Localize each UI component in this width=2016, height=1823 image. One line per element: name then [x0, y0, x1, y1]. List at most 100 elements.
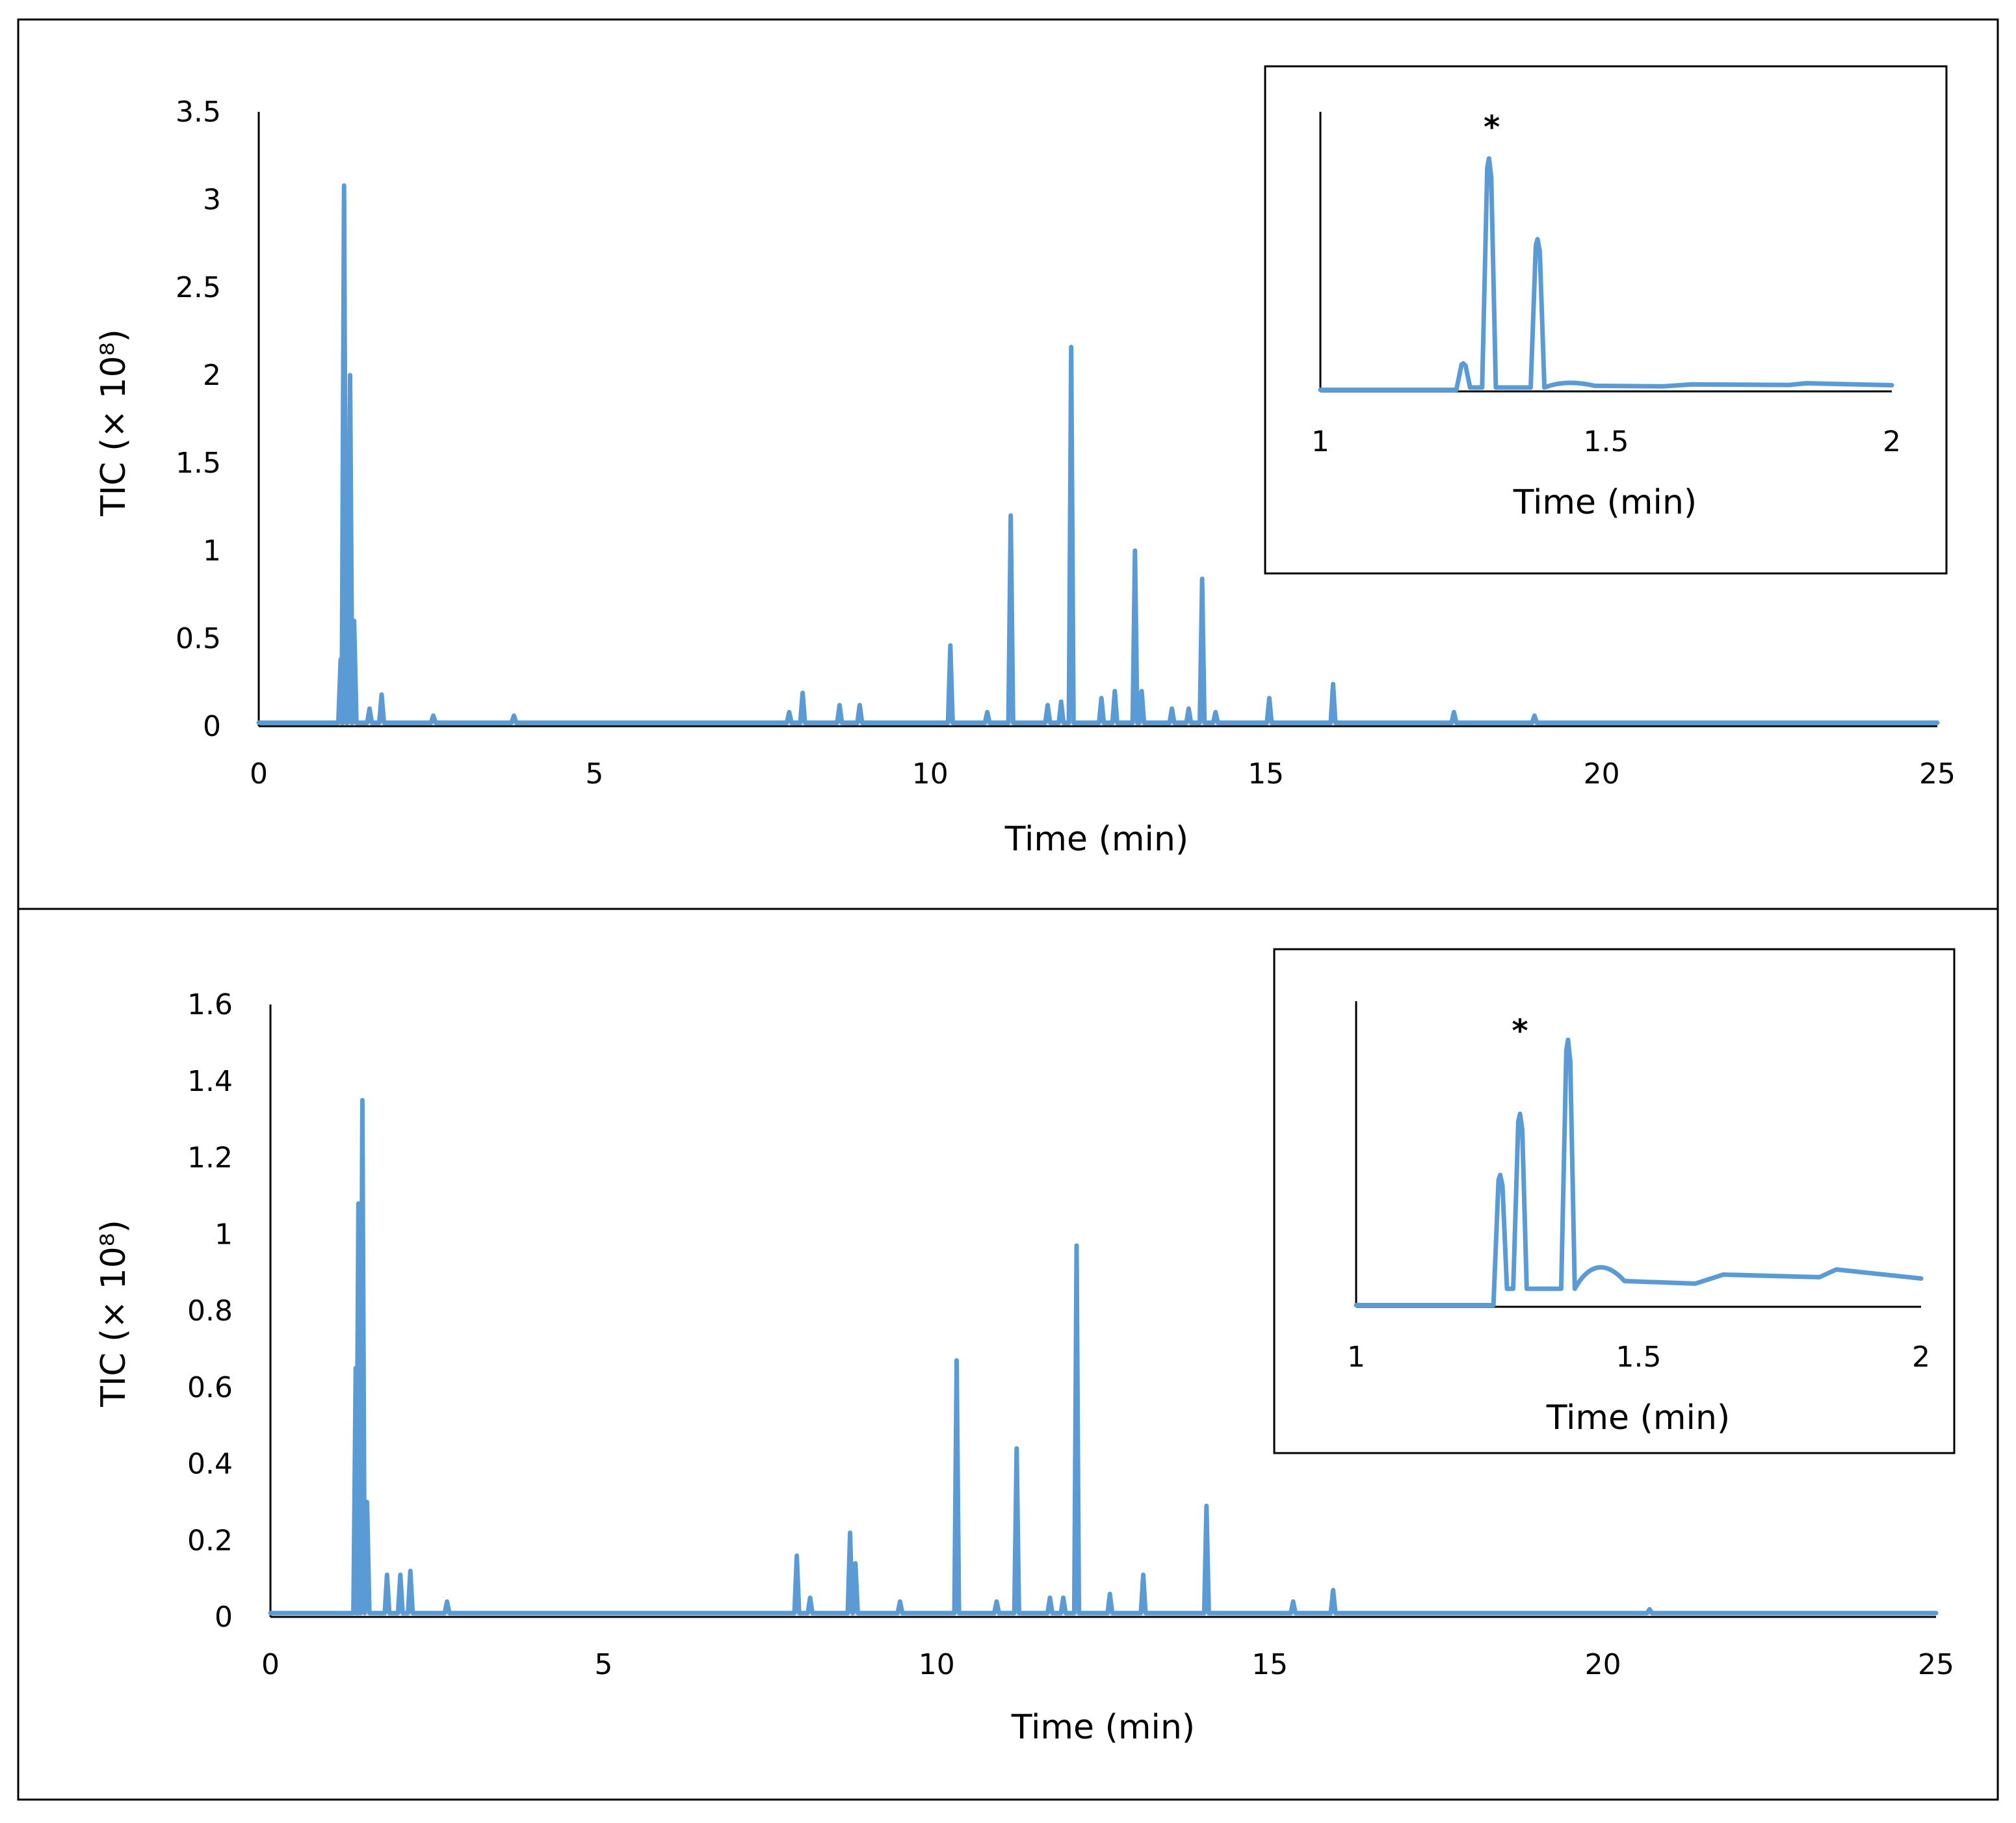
bottom-y-axis-label: TIC (× 10⁸): [94, 1220, 133, 1408]
top-peak-4: [367, 706, 372, 711]
bot-x-tick-0: 0: [261, 1648, 280, 1681]
bottom-y-tick-labels: 0 0.2 0.4 0.6 0.8 1 1.2 1.4 1.6: [187, 988, 233, 1634]
top-peak-22: [1170, 706, 1175, 711]
top-x-tick-5: 25: [1919, 757, 1956, 791]
bottom-inset-x-tick-labels: 1 1.5 2: [1347, 1341, 1930, 1374]
bot-peak-14: [994, 1599, 999, 1604]
bot-x-tick-1: 5: [594, 1648, 612, 1681]
top-peak-23: [1186, 706, 1191, 711]
top-peak-7: [511, 713, 516, 718]
bot-peak-7: [445, 1599, 450, 1604]
top-peak-2: [347, 373, 352, 378]
top-inset-x-tick-0: 1: [1311, 425, 1329, 458]
bot-inset-x-tick-0: 1: [1347, 1341, 1365, 1374]
bot-y-tick-4: 0.8: [187, 1294, 233, 1328]
bot-inset-peak-0: [1498, 1172, 1503, 1177]
top-peak-28: [1451, 709, 1456, 715]
top-y-tick-3: 1.5: [176, 447, 221, 480]
bottom-inset-x-axis-label: Time (min): [1546, 1398, 1730, 1437]
top-y-tick-1: 0.5: [176, 622, 221, 655]
bot-y-tick-3: 0.6: [187, 1371, 233, 1404]
top-peak-17: [1069, 345, 1074, 350]
top-inset-asterisk: *: [1484, 109, 1500, 146]
bot-peak-18: [1074, 1243, 1079, 1248]
top-y-tick-5: 2.5: [176, 271, 221, 304]
top-x-tick-1: 5: [585, 757, 603, 791]
top-y-tick-4: 2: [203, 359, 221, 392]
bot-inset-x-tick-2: 2: [1912, 1341, 1930, 1374]
top-y-tick-6: 3: [203, 183, 221, 216]
top-inset-border: [1264, 65, 1948, 575]
bottom-inset-asterisk: *: [1512, 1013, 1528, 1049]
bot-peak-20: [1140, 1572, 1145, 1577]
bot-x-tick-3: 15: [1251, 1648, 1288, 1681]
bot-peak-0: [353, 1365, 358, 1371]
top-inset-peak-2: [1535, 237, 1540, 242]
bot-x-tick-2: 10: [919, 1648, 955, 1681]
bottom-tic-trace: [268, 1097, 1939, 1616]
bottom-x-tick-labels: 0 5 10 15 20 25: [261, 1648, 1954, 1681]
top-y-tick-7: 3.5: [176, 96, 221, 129]
bot-peak-24: [1647, 1607, 1652, 1612]
bot-peak-2: [360, 1097, 365, 1103]
top-peak-25: [1213, 709, 1218, 715]
top-inset-x-tick-2: 2: [1883, 425, 1901, 458]
bot-peak-21: [1204, 1503, 1209, 1508]
bot-y-tick-5: 1: [215, 1218, 233, 1251]
top-peak-13: [985, 709, 990, 715]
top-x-axis-label: Time (min): [1004, 820, 1188, 859]
bot-peak-13: [954, 1358, 960, 1363]
top-y-tick-2: 1: [203, 534, 221, 568]
top-peak-10: [837, 703, 842, 708]
bot-y-tick-2: 0.4: [187, 1448, 233, 1481]
top-panel: 00.511.522.533.5 0 5 10 15 20 25 Time (min) T…: [17, 18, 1999, 910]
top-y-tick-0: 0: [203, 710, 221, 743]
bottom-inset-border: [1273, 948, 1956, 1454]
top-peak-18: [1099, 696, 1104, 701]
bot-y-tick-0: 0: [215, 1601, 233, 1634]
top-peak-5: [379, 692, 384, 697]
bot-peak-3: [365, 1499, 370, 1504]
top-peak-15: [1045, 703, 1051, 708]
bot-peak-19: [1107, 1592, 1112, 1597]
top-peak-19: [1112, 689, 1118, 694]
bottom-inset-trace: [1354, 1037, 1924, 1307]
bot-x-tick-5: 25: [1918, 1648, 1954, 1681]
top-peak-14: [1008, 513, 1014, 518]
top-y-axis-label: TIC (× 10⁸): [94, 329, 133, 517]
top-y-tick-labels: 0 0.5 1 1.5 2 2.5 3 3.5: [176, 96, 221, 743]
top-inset-x-tick-labels: 1 1.5 2: [1311, 425, 1901, 458]
top-inset: 1 1.5 2 Time (min) *: [1264, 65, 1948, 575]
bot-peak-1: [356, 1201, 361, 1206]
bot-peak-5: [398, 1572, 403, 1577]
top-x-tick-labels: 0 5 10 15 20 25: [250, 757, 1956, 791]
bot-peak-10: [848, 1530, 853, 1535]
top-peak-24: [1199, 576, 1205, 581]
top-peak-3: [352, 618, 357, 623]
bot-inset-peak-1: [1517, 1111, 1523, 1116]
top-tic-trace: [256, 183, 1940, 726]
top-x-tick-0: 0: [250, 757, 268, 791]
bot-x-tick-4: 20: [1585, 1648, 1621, 1681]
top-peak-27: [1330, 681, 1335, 687]
bot-peak-11: [853, 1561, 858, 1566]
top-inset-trace: [1318, 156, 1894, 393]
bot-peak-8: [794, 1553, 800, 1558]
bot-y-tick-7: 1.4: [187, 1065, 233, 1098]
bottom-panel: 0 0.2 0.4 0.6 0.8 1 1.2 1.4 1.6 0 5 10 15 20 25 Time …: [17, 908, 1999, 1801]
top-peak-26: [1266, 696, 1272, 701]
bot-peak-9: [807, 1595, 813, 1601]
top-peak-0: [338, 657, 343, 662]
bot-y-tick-1: 0.2: [187, 1524, 233, 1557]
bot-peak-16: [1047, 1595, 1053, 1601]
top-peak-6: [431, 713, 436, 718]
bot-peak-22: [1290, 1599, 1296, 1604]
top-peak-1: [341, 183, 347, 188]
bottom-x-axis-label: Time (min): [1011, 1708, 1195, 1747]
bot-peak-6: [408, 1568, 413, 1573]
top-x-tick-4: 20: [1584, 757, 1620, 791]
top-x-tick-3: 15: [1248, 757, 1284, 791]
top-peak-9: [800, 690, 805, 696]
bot-peak-23: [1331, 1588, 1336, 1593]
